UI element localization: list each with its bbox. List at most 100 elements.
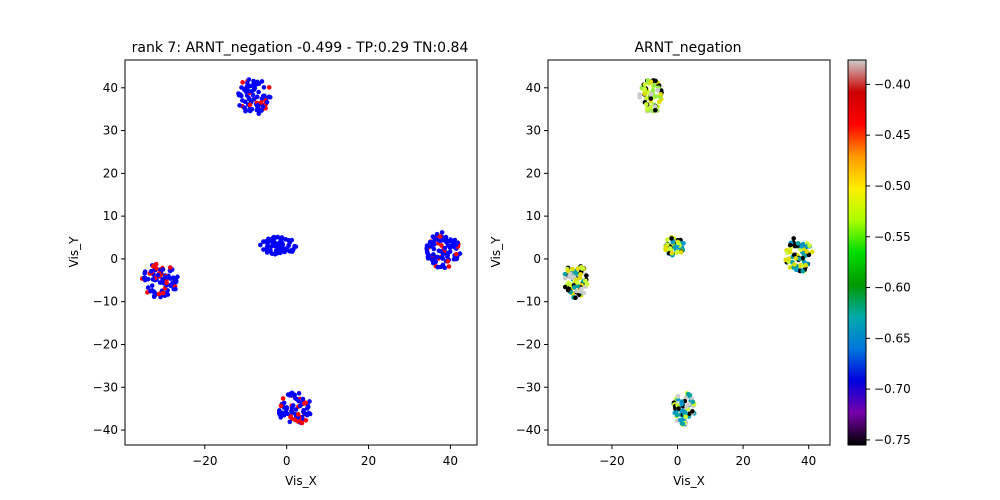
right-axes-frame: [547, 59, 831, 446]
left-point-cluster-4: [292, 417, 298, 423]
right-point-cluster-3: [792, 262, 797, 267]
left-point-cluster-4: [289, 408, 294, 414]
left-point-cluster-4: [296, 391, 302, 396]
right-x-tick-label: 0: [674, 454, 682, 468]
left-point-cluster-4: [307, 399, 312, 404]
left-point-cluster-2: [274, 250, 280, 256]
left-point-cluster-0: [251, 96, 257, 102]
left-point-cluster-3: [428, 244, 434, 249]
right-y-axis-label: Vis_Y: [489, 236, 503, 268]
right-point-cluster-0: [652, 82, 657, 88]
right-point-cluster-1: [573, 295, 578, 301]
left-point-cluster-2: [289, 237, 295, 243]
left-point-cluster-3: [440, 237, 446, 243]
left-point-cluster-3: [443, 234, 449, 240]
left-scatter-panel: rank 7: ARNT_negation -0.499 - TP:0.29 T…: [67, 40, 478, 488]
left-point-cluster-1: [164, 280, 169, 286]
left-point-cluster-3: [431, 252, 436, 257]
right-point-cluster-3: [801, 252, 807, 257]
right-point-cluster-2: [669, 250, 675, 256]
left-point-cluster-4: [278, 403, 284, 409]
right-point-cluster-4: [683, 414, 688, 420]
right-point-cluster-3: [809, 249, 815, 254]
colorbar: −0.75 −0.70 −0.65 −0.60 −0.55 −0.50 −0.45 −0.40: [847, 59, 911, 447]
left-point-cluster-1: [173, 286, 178, 292]
left-y-tick-label: 20: [103, 166, 118, 180]
left-point-cluster-3: [448, 237, 453, 242]
right-point-cluster-0: [648, 104, 654, 110]
left-point-cluster-0: [246, 88, 251, 94]
right-point-cluster-2: [678, 250, 684, 255]
right-point-cluster-1: [579, 266, 585, 271]
left-point-cluster-3: [424, 250, 430, 255]
right-y-ticks: −40 −30 −20 −10 0 10 20 30 40: [516, 81, 548, 437]
left-point-cluster-0: [260, 93, 266, 99]
right-point-cluster-4: [687, 392, 693, 398]
left-point-cluster-0: [237, 103, 242, 108]
left-axes-frame: [124, 59, 478, 446]
left-point-cluster-4: [280, 396, 286, 401]
right-point-cluster-1: [578, 272, 583, 277]
left-point-cluster-4: [293, 407, 299, 412]
left-point-cluster-4: [287, 419, 293, 425]
left-point-cluster-0: [249, 88, 255, 94]
colorbar-tick-label: −0.60: [874, 281, 911, 295]
left-point-cluster-2: [278, 248, 284, 254]
left-point-cluster-1: [145, 276, 151, 282]
left-point-cluster-0: [246, 77, 252, 82]
right-point-cluster-4: [679, 401, 684, 407]
right-y-tick-label: −40: [516, 423, 541, 437]
left-y-tick-label: 40: [103, 81, 118, 95]
left-point-cluster-0: [267, 94, 273, 100]
right-point-cluster-1: [575, 280, 580, 285]
left-point-cluster-0: [246, 107, 252, 113]
left-point-cluster-2: [280, 242, 286, 248]
right-point-cluster-3: [793, 267, 799, 273]
right-point-cluster-2: [667, 246, 673, 251]
left-point-cluster-0: [244, 84, 250, 89]
right-point-cluster-3: [807, 243, 812, 248]
left-point-cluster-0: [251, 78, 256, 84]
left-x-tick-label: 20: [361, 454, 376, 468]
left-point-cluster-1: [168, 276, 173, 281]
right-point-cluster-4: [690, 409, 695, 414]
left-point-cluster-0: [260, 104, 266, 109]
left-point-cluster-1: [160, 267, 166, 272]
right-point-cluster-4: [676, 406, 681, 411]
left-point-cluster-0: [239, 93, 244, 99]
left-point-cluster-1: [171, 280, 177, 285]
left-point-cluster-3: [453, 251, 459, 257]
left-point-cluster-4: [297, 403, 303, 409]
right-point-cluster-3: [787, 242, 793, 248]
right-point-cluster-3: [804, 249, 810, 254]
right-point-cluster-4: [679, 421, 685, 426]
right-point-cluster-0: [648, 91, 654, 97]
right-point-cluster-0: [655, 87, 661, 93]
right-point-cluster-4: [674, 412, 680, 418]
left-point-cluster-1: [160, 290, 166, 296]
right-point-cluster-1: [565, 268, 571, 273]
left-point-cluster-3: [457, 251, 463, 256]
left-point-cluster-1: [167, 265, 173, 270]
left-point-cluster-1: [158, 280, 164, 285]
right-point-cluster-0: [642, 82, 648, 88]
left-point-cluster-4: [303, 400, 309, 406]
right-point-cluster-1: [562, 271, 568, 277]
left-point-cluster-3: [454, 256, 460, 262]
left-point-cluster-0: [254, 94, 260, 100]
right-x-tick-label: 40: [801, 454, 816, 468]
left-point-cluster-0: [243, 108, 248, 114]
left-point-cluster-1: [145, 285, 151, 290]
colorbar-tick-label: −0.75: [874, 433, 911, 447]
left-point-cluster-0: [256, 111, 262, 116]
right-point-cluster-4: [683, 395, 689, 400]
right-point-cluster-0: [644, 106, 650, 112]
right-x-tick-label: 20: [735, 454, 750, 468]
right-point-cluster-1: [573, 271, 579, 276]
left-point-cluster-1: [150, 277, 156, 282]
left-point-cluster-3: [447, 245, 453, 250]
left-point-cluster-4: [296, 412, 301, 417]
left-point-cluster-1: [141, 275, 147, 281]
left-point-cluster-1: [155, 272, 161, 278]
left-point-cluster-0: [264, 99, 270, 105]
